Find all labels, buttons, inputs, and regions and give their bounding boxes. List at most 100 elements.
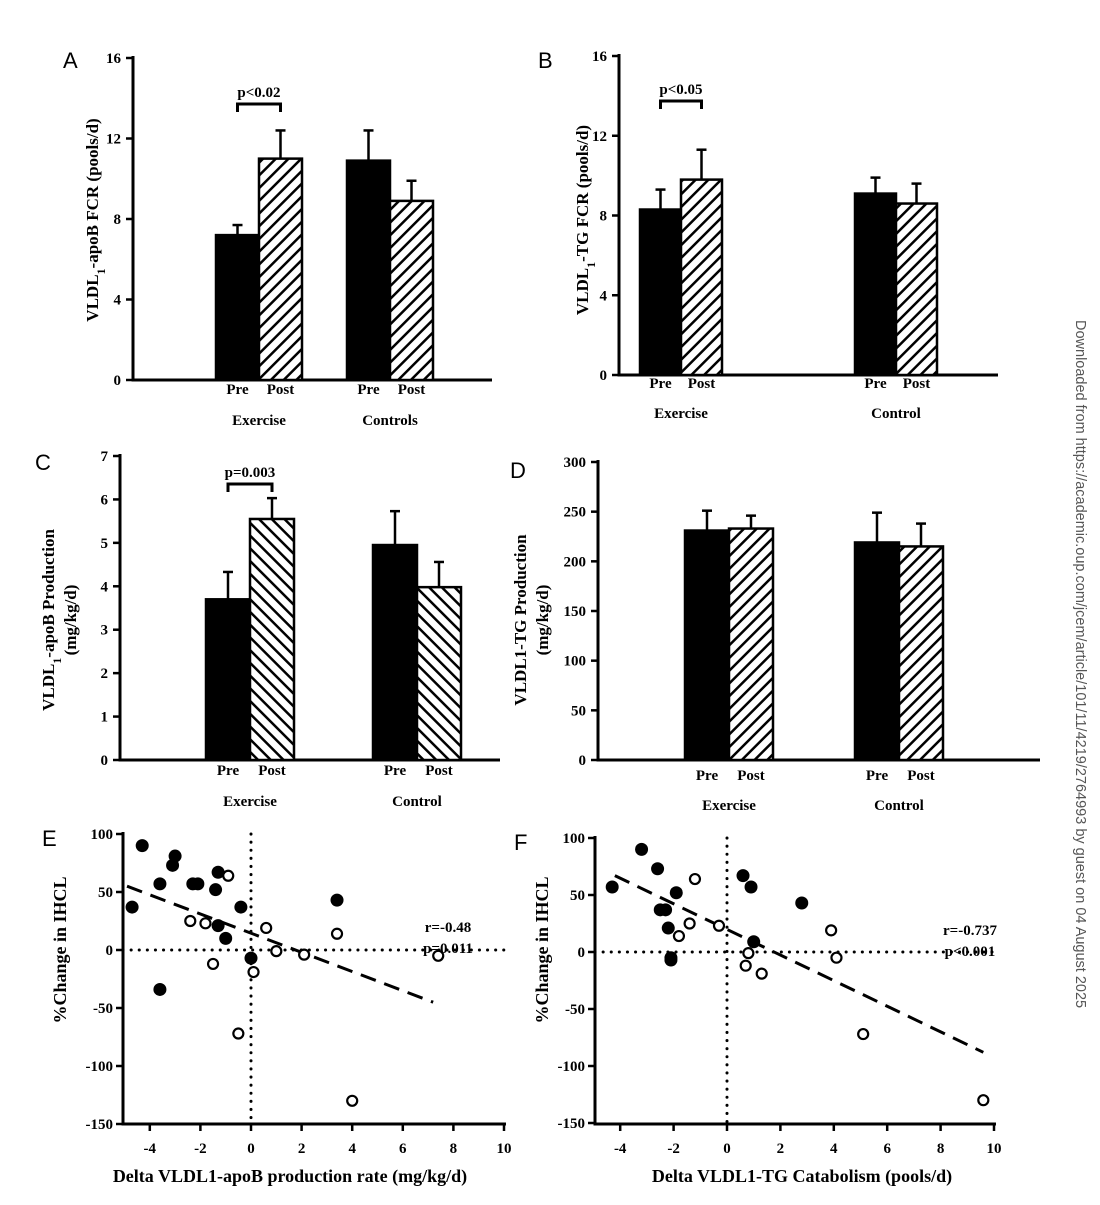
data-point-filled (191, 877, 205, 891)
correlation-p-label: p<0.001 (945, 944, 996, 960)
bar-label: Pre (866, 768, 889, 784)
data-point-filled (211, 865, 225, 879)
y-tick-label: 50 (98, 885, 113, 901)
bar-chart-d: 0 50 100 150 200 250 300 VLDL1-TG Production (mg… (511, 455, 1040, 814)
data-point-open (432, 949, 445, 962)
data-point-filled (166, 858, 180, 872)
correlation-r-label: r=-0.48 (425, 920, 471, 936)
y-axis-label: %Change in IHCL (532, 876, 552, 1023)
data-point-open (857, 1027, 870, 1041)
group-label: Control (392, 794, 442, 810)
y-axis-label: VLDL1-apoB Production (39, 529, 64, 711)
y-tick-label: 4 (600, 288, 608, 304)
scatter-chart-f: -150 -100 -50 0 50 100 -4 -2 0 2 4 6 8 10 r=-0.737 p<0.… (532, 831, 1002, 1187)
y-axis-label: VLDL1-apoB FCR (pools/d) (83, 118, 108, 321)
data-point-filled (736, 869, 750, 883)
bar-post (415, 585, 463, 762)
x-tick-label: 10 (987, 1141, 1002, 1157)
y-tick-label: 7 (101, 449, 109, 465)
regression-line (126, 884, 434, 1004)
significance-bracket (659, 99, 703, 109)
data-point-filled (330, 893, 344, 907)
data-point-filled (135, 839, 149, 853)
y-tick-label: 50 (570, 888, 585, 904)
y-tick-label: 16 (592, 49, 608, 65)
bar-label: Post (903, 376, 931, 392)
x-tick-label: 0 (723, 1141, 731, 1157)
data-point-open (270, 945, 283, 958)
data-point-filled (664, 953, 678, 967)
x-tick-label: -4 (144, 1141, 157, 1157)
y-axis-label: VLDL1-TG FCR (pools/d) (573, 125, 598, 315)
data-point-open (222, 869, 235, 882)
y-tick-label: 100 (564, 654, 587, 670)
bar-label: Pre (217, 763, 240, 779)
y-tick-label: 100 (91, 827, 114, 843)
significance-label: p=0.003 (225, 465, 276, 481)
bar-label: Post (907, 768, 935, 784)
y-tick-label: 150 (564, 604, 587, 620)
y-tick-label: -100 (86, 1059, 114, 1075)
group-label: Control (871, 406, 921, 422)
correlation-p-label: p=0.011 (423, 941, 473, 957)
bar-label: Post (398, 382, 426, 398)
data-point-open (298, 948, 311, 961)
y-tick-label: -100 (558, 1059, 586, 1075)
data-point-filled (153, 982, 167, 996)
regression-line (614, 874, 984, 1054)
panel-d: D 0 50 100 150 200 250 300 VLDL1-TG Production(… (500, 440, 1060, 830)
panel-label-a: A (63, 48, 78, 73)
bar-chart-c: 0 1 2 3 4 5 6 7 VLDL1-apoB Production (mg/kg/d) Pr… (39, 449, 500, 810)
x-tick-label: 8 (450, 1141, 458, 1157)
y-tick-label: -150 (558, 1116, 586, 1132)
y-tick-label: 8 (600, 209, 608, 225)
bar-pre (853, 541, 901, 762)
data-point-filled (153, 877, 167, 891)
data-point-open (199, 917, 212, 930)
y-tick-label: 2 (101, 666, 109, 682)
significance-label: p<0.02 (237, 85, 280, 101)
y-axis-label: VLDL1-TG Production (511, 534, 530, 706)
download-watermark: Downloaded from https://academic.oup.com… (1068, 320, 1088, 1090)
y-tick-label: 0 (106, 943, 114, 959)
data-point-filled (669, 886, 683, 900)
bar-label: Pre (696, 768, 719, 784)
y-axis-label-units: (mg/kg/d) (61, 585, 80, 656)
bar-pre (371, 543, 419, 762)
x-tick-label: -2 (667, 1141, 680, 1157)
bar-label: Post (737, 768, 765, 784)
y-tick-label: 200 (564, 554, 587, 570)
data-point-open (712, 919, 726, 932)
data-point-open (206, 957, 220, 971)
y-tick-label: 16 (106, 51, 122, 67)
data-point-filled (211, 919, 225, 933)
y-tick-label: 250 (564, 505, 587, 521)
bar-label: Pre (649, 376, 672, 392)
y-tick-label: 4 (101, 579, 109, 595)
y-axis-label-units: (mg/kg/d) (533, 585, 552, 656)
bar-post (388, 199, 435, 382)
panel-label-f: F (514, 830, 528, 855)
bar-label: Post (425, 763, 453, 779)
data-point-open (247, 965, 260, 979)
x-axis-label: Delta VLDL1-apoB production rate (mg/kg/… (113, 1166, 467, 1187)
data-point-filled (234, 900, 248, 914)
x-axis-label: Delta VLDL1-TG Catabolism (pools/d) (652, 1166, 952, 1187)
x-tick-label: 6 (399, 1141, 407, 1157)
significance-label: p<0.05 (659, 82, 702, 98)
bar-post (257, 157, 304, 382)
bar-post (248, 517, 296, 762)
x-tick-label: 6 (883, 1141, 891, 1157)
panel-b: B 0 4 8 12 16 VLDL1-TG FCR (pools/d) Pre Post Ex… (530, 0, 1070, 440)
y-tick-label: 0 (579, 753, 587, 769)
x-tick-label: 10 (497, 1141, 512, 1157)
data-point-open (742, 947, 755, 960)
data-point-open (232, 1027, 245, 1040)
panel-label-d: D (510, 458, 526, 483)
group-label: Exercise (654, 406, 708, 422)
significance-bracket (236, 102, 282, 112)
data-point-open (977, 1094, 990, 1107)
bar-post (894, 202, 939, 377)
data-point-open (755, 967, 768, 980)
y-tick-label: 0 (114, 373, 122, 389)
